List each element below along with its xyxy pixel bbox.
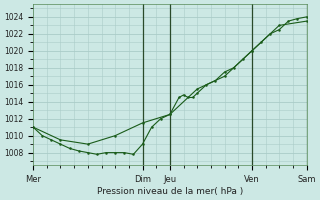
X-axis label: Pression niveau de la mer( hPa ): Pression niveau de la mer( hPa ) [97, 187, 243, 196]
